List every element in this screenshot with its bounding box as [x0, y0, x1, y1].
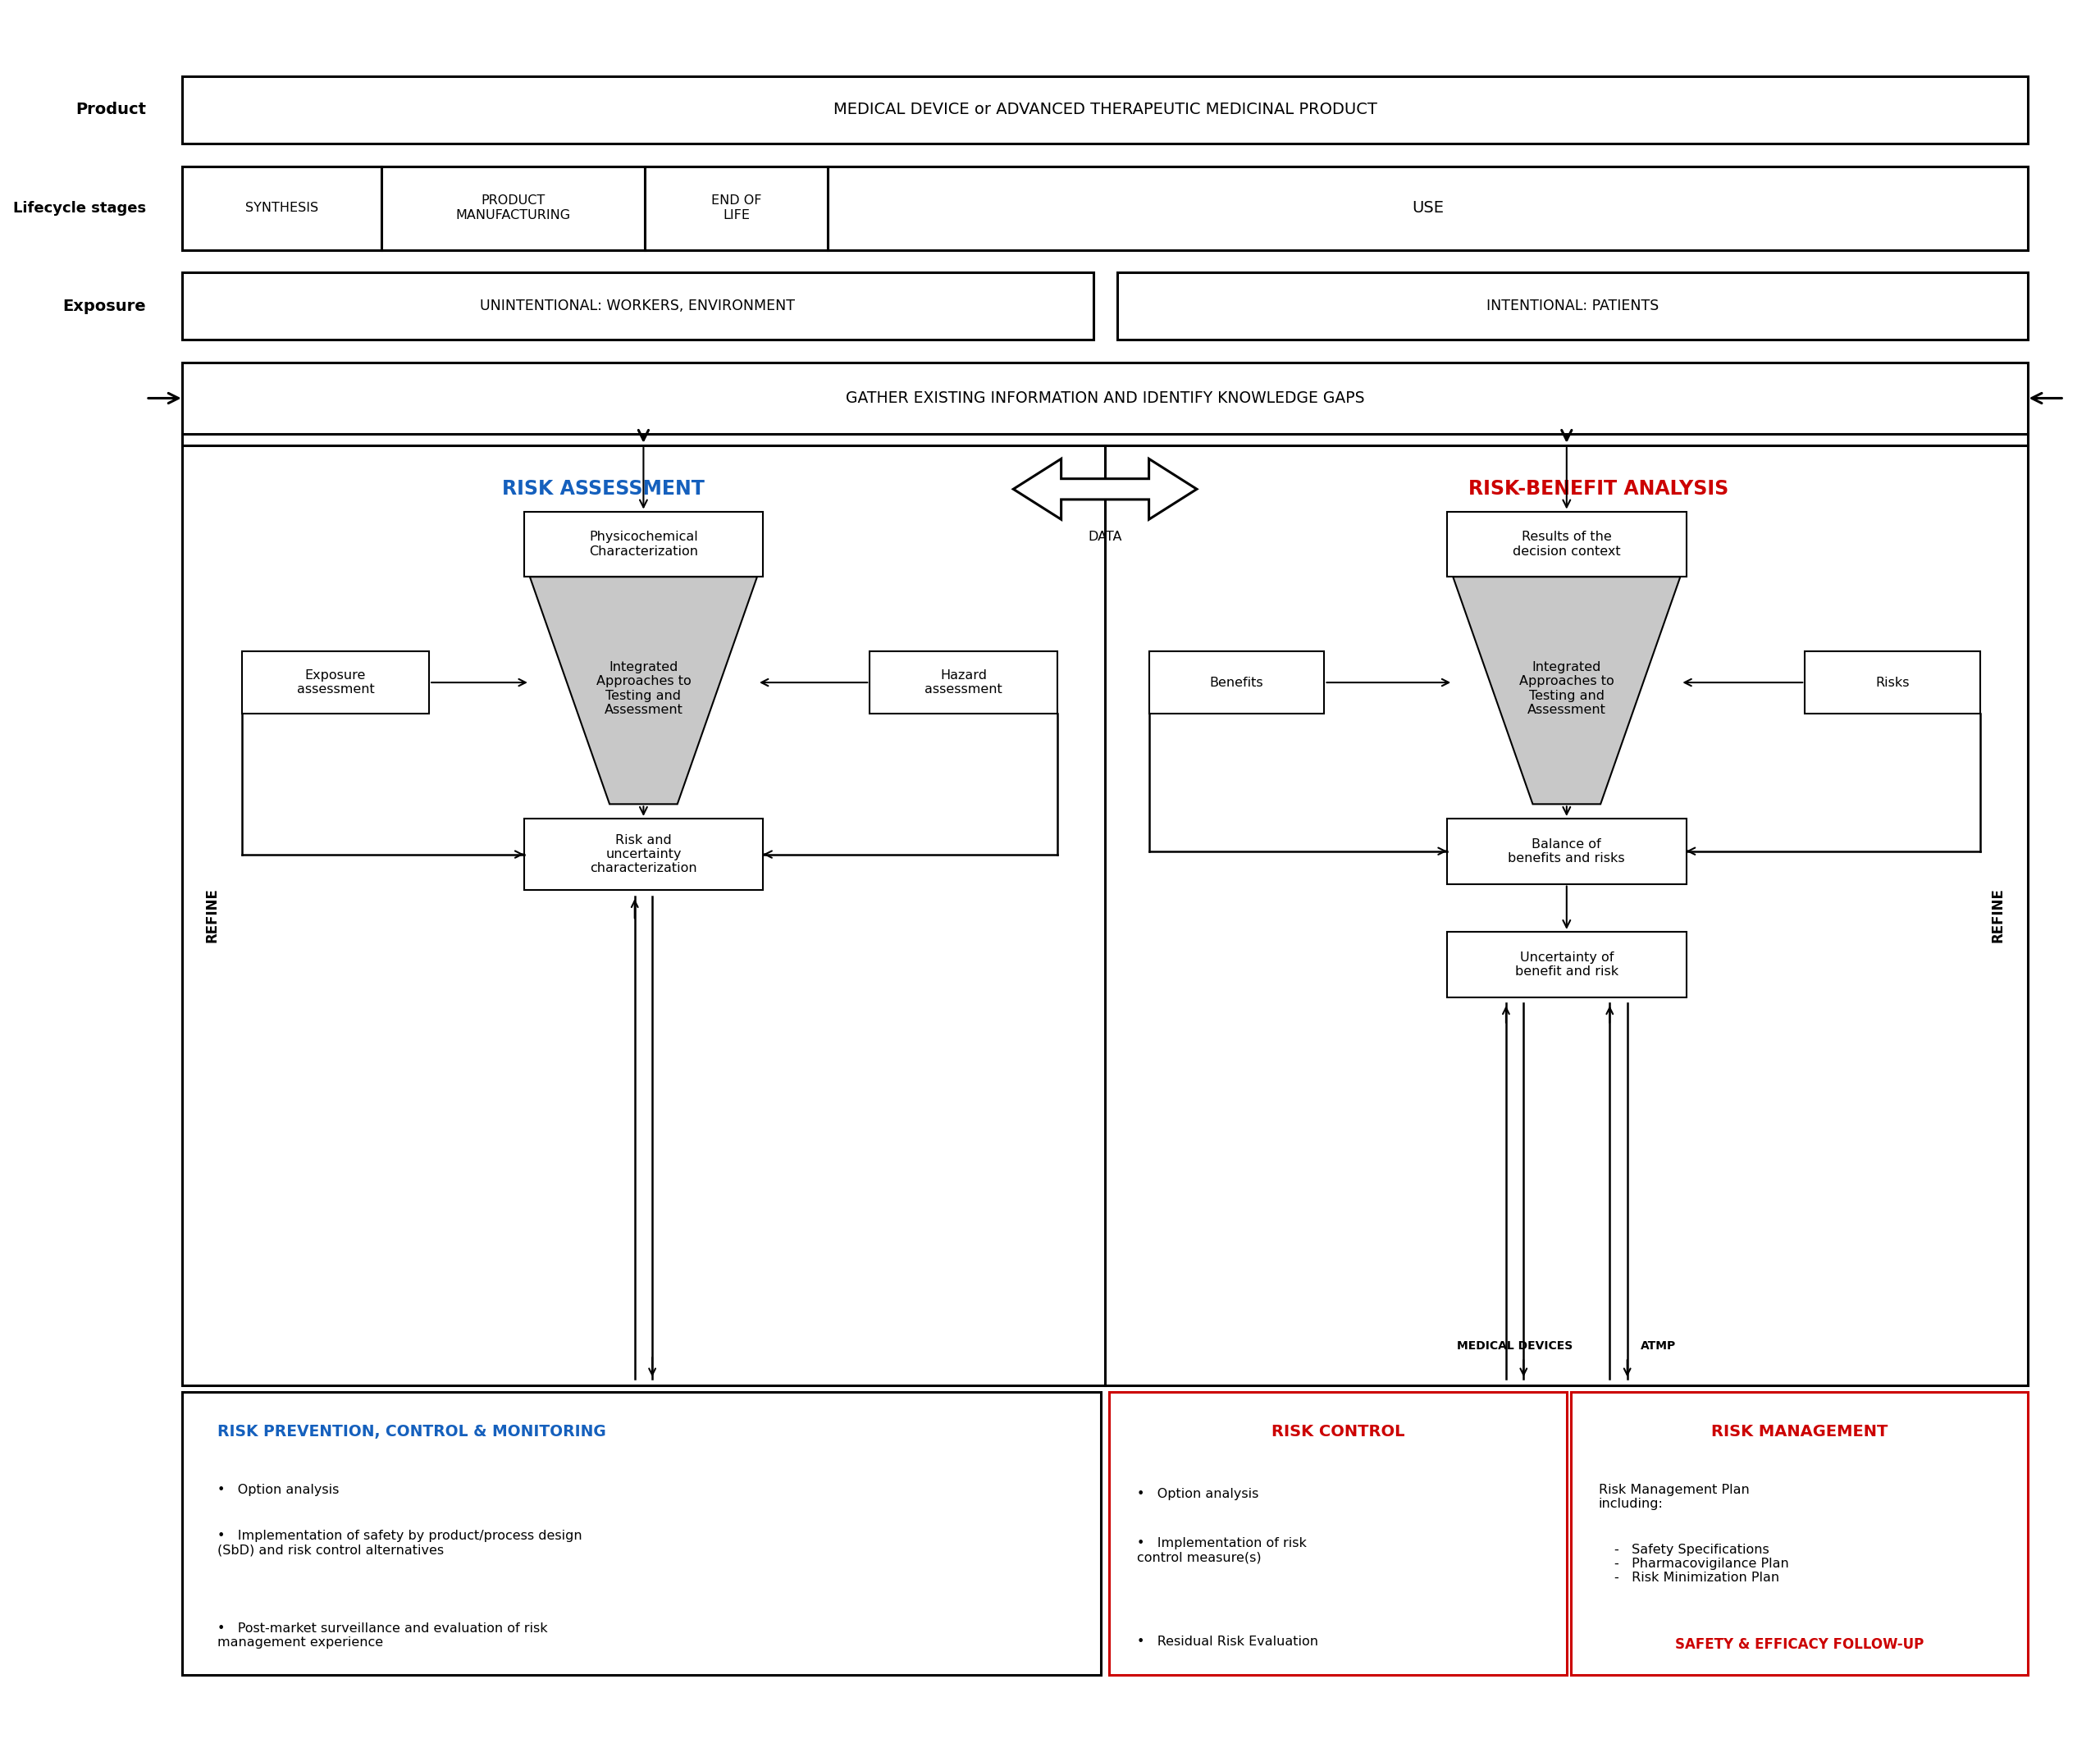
Text: RISK MANAGEMENT: RISK MANAGEMENT [1711, 1424, 1888, 1440]
Text: Risk and
uncertainty
characterization: Risk and uncertainty characterization [590, 833, 697, 875]
Text: •   Residual Risk Evaluation: • Residual Risk Evaluation [1136, 1637, 1319, 1649]
Text: Hazard
assessment: Hazard assessment [924, 669, 1002, 695]
Text: Risks: Risks [1875, 676, 1909, 688]
Text: Product: Product [76, 103, 147, 119]
Polygon shape [1453, 577, 1680, 804]
Text: RISK ASSESSMENT: RISK ASSESSMENT [502, 479, 706, 498]
Text: PRODUCT
MANUFACTURING: PRODUCT MANUFACTURING [456, 195, 571, 221]
Text: MEDICAL DEVICES: MEDICAL DEVICES [1457, 1340, 1573, 1351]
Text: SYNTHESIS: SYNTHESIS [246, 202, 317, 214]
Text: INTENTIONAL: PATIENTS: INTENTIONAL: PATIENTS [1487, 298, 1659, 314]
Text: •   Post-market surveillance and evaluation of risk
management experience: • Post-market surveillance and evaluatio… [218, 1623, 548, 1649]
FancyBboxPatch shape [1109, 1393, 1567, 1675]
FancyBboxPatch shape [523, 511, 762, 577]
Text: •   Implementation of risk
control measure(s): • Implementation of risk control measure… [1136, 1537, 1306, 1563]
Text: DATA: DATA [1088, 532, 1121, 544]
FancyBboxPatch shape [183, 166, 382, 249]
Text: Risk Management Plan
including:: Risk Management Plan including: [1598, 1483, 1749, 1509]
FancyBboxPatch shape [1447, 933, 1686, 997]
Text: •   Option analysis: • Option analysis [1136, 1487, 1258, 1501]
Text: •   Option analysis: • Option analysis [218, 1483, 340, 1495]
FancyBboxPatch shape [183, 272, 1094, 340]
FancyBboxPatch shape [242, 652, 428, 713]
Text: Lifecycle stages: Lifecycle stages [13, 200, 147, 216]
Text: Integrated
Approaches to
Testing and
Assessment: Integrated Approaches to Testing and Ass… [1518, 661, 1615, 716]
Text: REFINE: REFINE [1991, 887, 2006, 943]
Text: Balance of
benefits and risks: Balance of benefits and risks [1508, 838, 1625, 865]
Text: SAFETY & EFFICACY FOLLOW-UP: SAFETY & EFFICACY FOLLOW-UP [1676, 1637, 1924, 1652]
FancyBboxPatch shape [1447, 819, 1686, 884]
FancyBboxPatch shape [1804, 652, 1980, 713]
Text: Benefits: Benefits [1210, 676, 1264, 688]
FancyBboxPatch shape [1117, 272, 2029, 340]
Text: END OF
LIFE: END OF LIFE [712, 195, 762, 221]
Text: -   Safety Specifications
-   Pharmacovigilance Plan
-   Risk Minimization Plan: - Safety Specifications - Pharmacovigila… [1615, 1543, 1789, 1584]
Text: ATMP: ATMP [1640, 1340, 1676, 1351]
Text: •   Implementation of safety by product/process design
(SbD) and risk control al: • Implementation of safety by product/pr… [218, 1530, 582, 1556]
FancyBboxPatch shape [1447, 511, 1686, 577]
Text: USE: USE [1411, 200, 1445, 216]
Text: Integrated
Approaches to
Testing and
Assessment: Integrated Approaches to Testing and Ass… [596, 661, 691, 716]
Text: Physicochemical
Characterization: Physicochemical Characterization [588, 532, 697, 558]
FancyBboxPatch shape [183, 363, 2029, 434]
Text: RISK PREVENTION, CONTROL & MONITORING: RISK PREVENTION, CONTROL & MONITORING [218, 1424, 607, 1440]
Text: RISK CONTROL: RISK CONTROL [1270, 1424, 1405, 1440]
FancyBboxPatch shape [523, 819, 762, 891]
Text: Uncertainty of
benefit and risk: Uncertainty of benefit and risk [1514, 952, 1619, 978]
FancyBboxPatch shape [183, 77, 2029, 145]
Polygon shape [1014, 458, 1197, 519]
Polygon shape [529, 577, 758, 804]
Text: RISK-BENEFIT ANALYSIS: RISK-BENEFIT ANALYSIS [1468, 479, 1728, 498]
FancyBboxPatch shape [645, 166, 827, 249]
FancyBboxPatch shape [183, 444, 2029, 1386]
Text: Exposure
assessment: Exposure assessment [296, 669, 374, 695]
FancyBboxPatch shape [869, 652, 1056, 713]
Text: REFINE: REFINE [206, 887, 220, 943]
Text: MEDICAL DEVICE or ADVANCED THERAPEUTIC MEDICINAL PRODUCT: MEDICAL DEVICE or ADVANCED THERAPEUTIC M… [834, 103, 1378, 119]
FancyBboxPatch shape [1149, 652, 1325, 713]
FancyBboxPatch shape [382, 166, 645, 249]
Text: UNINTENTIONAL: WORKERS, ENVIRONMENT: UNINTENTIONAL: WORKERS, ENVIRONMENT [481, 298, 796, 314]
FancyBboxPatch shape [827, 166, 2029, 249]
Text: GATHER EXISTING INFORMATION AND IDENTIFY KNOWLEDGE GAPS: GATHER EXISTING INFORMATION AND IDENTIFY… [846, 390, 1365, 406]
Text: Results of the
decision context: Results of the decision context [1512, 532, 1621, 558]
Text: Exposure: Exposure [63, 298, 147, 314]
FancyBboxPatch shape [183, 1393, 1100, 1675]
FancyBboxPatch shape [1571, 1393, 2029, 1675]
FancyBboxPatch shape [183, 166, 2029, 249]
